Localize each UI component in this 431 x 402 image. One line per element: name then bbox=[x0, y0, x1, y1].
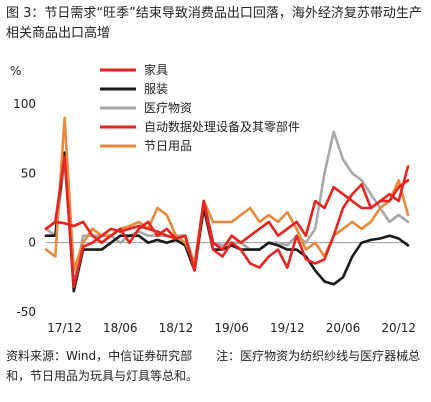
y-tick-label: 0 bbox=[28, 236, 36, 250]
x-tick-label: 18/12 bbox=[159, 321, 194, 335]
x-tick-label: 20/12 bbox=[381, 321, 416, 335]
series-line-3 bbox=[44, 179, 410, 272]
series-line-2 bbox=[44, 130, 410, 286]
y-axis-unit: % bbox=[10, 64, 22, 78]
x-tick-label: 17/12 bbox=[47, 321, 82, 335]
y-tick-label: 100 bbox=[13, 97, 36, 111]
chart-series bbox=[44, 116, 410, 293]
x-tick-label: 18/06 bbox=[103, 321, 138, 335]
series-line-4 bbox=[44, 116, 410, 272]
source-note: 资料来源：Wind，中信证券研究部 注：医疗物资为纺织纱线与医疗器械总和，节日用… bbox=[6, 349, 421, 383]
legend-label: 家具 bbox=[144, 62, 168, 77]
y-tick-label: 50 bbox=[21, 166, 36, 180]
series-line-0 bbox=[44, 155, 410, 289]
x-tick-label: 20/06 bbox=[326, 321, 361, 335]
y-tick-label: -50 bbox=[16, 305, 36, 319]
legend-label: 服装 bbox=[144, 82, 168, 96]
legend-label: 自动数据处理设备及其零部件 bbox=[144, 119, 300, 134]
line-chart: 100 50 0 -50 17/12 18/06 18/12 19/06 19/12 20/06 2… bbox=[13, 62, 416, 335]
figure-title: 图 3：节日需求“旺季”结束导致消费品出口回落，海外经济复苏带动生产相关商品出口… bbox=[6, 6, 422, 41]
legend-label: 节日用品 bbox=[144, 139, 192, 153]
x-tick-label: 19/06 bbox=[214, 321, 249, 335]
x-tick-label: 19/12 bbox=[270, 321, 305, 335]
chart-axes: 100 50 0 -50 17/12 18/06 18/12 19/06 19/12 20/06 2… bbox=[13, 97, 416, 335]
legend-label: 医疗物资 bbox=[144, 101, 192, 115]
